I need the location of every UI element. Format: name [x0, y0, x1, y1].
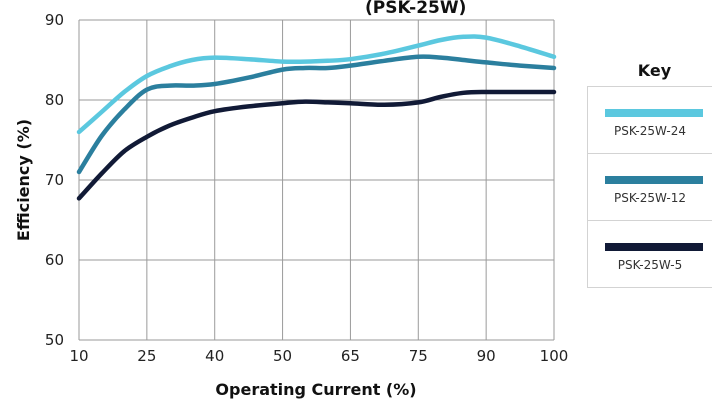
x-tick-label: 10 [69, 347, 88, 365]
legend-item-psk-25w-5: PSK-25W-5 [588, 221, 712, 287]
x-tick-label: 65 [341, 347, 360, 365]
x-tick-label: 75 [409, 347, 428, 365]
y-axis-title: Efficiency (%) [14, 119, 33, 241]
legend-title: Key [637, 61, 672, 80]
series-line-psk-25w-12 [76, 54, 557, 175]
x-axis-ticks: 10 25 40 50 65 75 90 100 [69, 347, 568, 365]
y-tick-label: 50 [45, 331, 64, 349]
legend-label: PSK-25W-12 [613, 191, 687, 205]
y-tick-label: 80 [45, 91, 64, 109]
legend-box: PSK-25W-24 PSK-25W-12 PSK-25W-5 [587, 86, 712, 288]
legend: Key PSK-25W-24 PSK-25W-12 PSK-25W-5 [587, 61, 712, 288]
x-tick-label: 50 [273, 347, 292, 365]
x-axis-title: Operating Current (%) [215, 380, 416, 399]
x-tick-label: 25 [137, 347, 156, 365]
y-tick-label: 70 [45, 171, 64, 189]
series-lines [76, 34, 557, 201]
chart-title-partial: (PSK-25W) [365, 0, 466, 18]
y-tick-label: 90 [45, 11, 64, 29]
legend-item-psk-25w-12: PSK-25W-12 [588, 154, 712, 221]
x-tick-label: 40 [205, 347, 224, 365]
legend-label: PSK-25W-5 [617, 258, 683, 272]
legend-swatch [605, 243, 703, 251]
series-line-psk-25w-24 [76, 34, 557, 135]
x-tick-label: 90 [477, 347, 496, 365]
y-axis-ticks: 50 60 70 80 90 [45, 11, 64, 349]
legend-swatch [605, 109, 703, 117]
legend-label: PSK-25W-24 [613, 124, 687, 138]
legend-swatch [605, 176, 703, 184]
series-line-psk-25w-5 [76, 89, 557, 201]
y-tick-label: 60 [45, 251, 64, 269]
x-tick-label: 100 [540, 347, 569, 365]
legend-item-psk-25w-24: PSK-25W-24 [588, 87, 712, 154]
